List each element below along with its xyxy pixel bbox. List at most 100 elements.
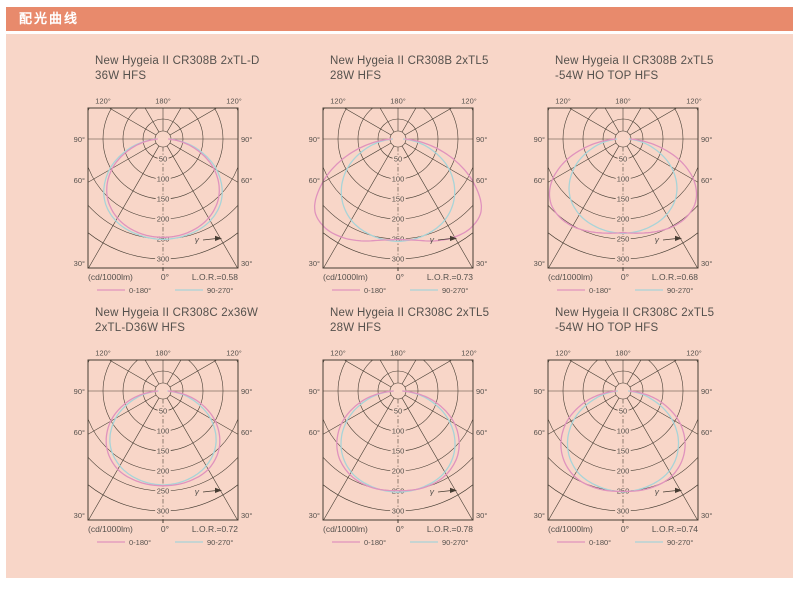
curve-90-270 (103, 138, 223, 241)
radial-tick-label: 200 (157, 467, 170, 476)
polar-spoke (169, 108, 218, 136)
angle-label-90-right: 90° (701, 387, 712, 396)
legend-label: 0-180° (129, 286, 151, 295)
polar-spoke (343, 360, 392, 388)
gamma-arrow-head (215, 235, 222, 241)
polar-spoke (166, 108, 182, 133)
unit-label: (cd/1000lm) (323, 272, 368, 282)
nadir-label: 0° (161, 524, 169, 534)
nadir-label: 0° (161, 272, 169, 282)
polar-spoke (169, 142, 238, 183)
radial-tick-label: 200 (617, 215, 630, 224)
polar-spoke (379, 360, 395, 385)
angle-label-60-right: 60° (241, 176, 252, 185)
lor-value: L.O.R.=0.72 (192, 524, 238, 534)
radial-tick-label: 200 (157, 215, 170, 224)
lor-value: L.O.R.=0.73 (427, 272, 473, 282)
radial-tick-label: 150 (392, 195, 405, 204)
radial-tick-label: 50 (394, 155, 402, 164)
polar-spoke (548, 145, 620, 268)
angle-label-120-left: 120° (95, 97, 111, 106)
polar-spoke (568, 108, 617, 136)
polar-spoke (379, 108, 395, 133)
polar-spoke (323, 142, 392, 183)
polar-spoke (626, 145, 698, 268)
gamma-arrow-head (675, 487, 682, 493)
gamma-arrow-head (675, 235, 682, 241)
angle-label-30-right: 30° (241, 511, 252, 520)
nadir-label: 0° (396, 524, 404, 534)
gamma-symbol: γ (195, 235, 200, 245)
radial-tick-label: 100 (157, 175, 170, 184)
polar-spoke (88, 142, 157, 183)
polar-spoke (88, 145, 160, 268)
angle-label-30-left: 30° (309, 511, 320, 520)
radial-tick-label: 300 (617, 507, 630, 516)
angle-label-120-left: 120° (330, 349, 346, 358)
chart-title-line1: New Hygeia II CR308C 2xTL5 (330, 307, 490, 319)
angle-label-60-left: 60° (74, 428, 85, 437)
polar-spoke (629, 394, 698, 435)
radial-tick-label: 150 (617, 447, 630, 456)
gamma-arrow-head (450, 487, 457, 493)
polar-chart-cell-1: New Hygeia II CR308B 2xTL-D 36W HFS 50 10… (53, 54, 268, 302)
curve-0-180 (548, 138, 698, 234)
angle-label-30-right: 30° (476, 259, 487, 268)
gamma-symbol: γ (655, 487, 660, 497)
chart-title: New Hygeia II CR308C 2x36W 2xTL-D36W HFS (95, 306, 268, 336)
chart-title-line2: 28W HFS (330, 322, 382, 334)
polar-spoke (88, 397, 160, 520)
angle-label-90-left: 90° (534, 135, 545, 144)
gamma-arrow-line (662, 490, 676, 493)
curve-0-180 (336, 390, 460, 492)
angle-label-30-left: 30° (74, 259, 85, 268)
angle-label-180: 180° (390, 97, 406, 106)
polar-grid (88, 108, 238, 268)
polar-spoke (401, 397, 473, 520)
curve-0-180 (105, 390, 221, 487)
legend-label: 90-270° (207, 538, 233, 547)
angle-label-60-right: 60° (476, 428, 487, 437)
lor-value: L.O.R.=0.78 (427, 524, 473, 534)
polar-chart-cell-4: New Hygeia II CR308C 2x36W 2xTL-D36W HFS… (53, 306, 268, 554)
angle-label-30-left: 30° (534, 259, 545, 268)
angle-label-120-left: 120° (95, 349, 111, 358)
polar-spoke (401, 145, 473, 268)
chart-title-line2: -54W HO TOP HFS (555, 322, 659, 334)
legend-label: 0-180° (129, 538, 151, 547)
angle-label-90-left: 90° (309, 135, 320, 144)
angle-label-90-left: 90° (74, 387, 85, 396)
angle-label-90-left: 90° (74, 135, 85, 144)
gamma-arrow-line (202, 238, 216, 241)
polar-spoke (166, 360, 182, 385)
polar-spoke (401, 360, 417, 385)
polar-chart-cell-3: New Hygeia II CR308B 2xTL5 -54W HO TOP H… (513, 54, 728, 302)
angle-label-90-left: 90° (309, 387, 320, 396)
legend-label: 0-180° (364, 286, 386, 295)
angle-label-90-left: 90° (534, 387, 545, 396)
polar-grid (548, 108, 698, 268)
polar-spoke (626, 397, 698, 520)
angle-label-30-right: 30° (701, 259, 712, 268)
chart-title: New Hygeia II CR308B 2xTL5 28W HFS (330, 54, 503, 84)
legend-label: 90-270° (667, 286, 693, 295)
radial-tick-label: 200 (617, 467, 630, 476)
angle-label-60-right: 60° (701, 176, 712, 185)
polar-spoke (404, 108, 453, 136)
chart-title-line1: New Hygeia II CR308B 2xTL5 (330, 55, 489, 67)
angle-label-30-left: 30° (74, 511, 85, 520)
legend-label: 90-270° (207, 286, 233, 295)
radial-tick-label: 300 (392, 507, 405, 516)
polar-spoke (568, 360, 617, 388)
angle-label-60-right: 60° (241, 428, 252, 437)
chart-title-line1: New Hygeia II CR308B 2xTL-D (95, 55, 260, 67)
radial-tick-label: 100 (157, 427, 170, 436)
chart-title-line1: New Hygeia II CR308C 2x36W (95, 307, 259, 319)
legend-label: 0-180° (589, 538, 611, 547)
chart-title-line1: New Hygeia II CR308C 2xTL5 (555, 307, 715, 319)
nadir-label: 0° (396, 272, 404, 282)
polar-spoke (169, 394, 238, 435)
